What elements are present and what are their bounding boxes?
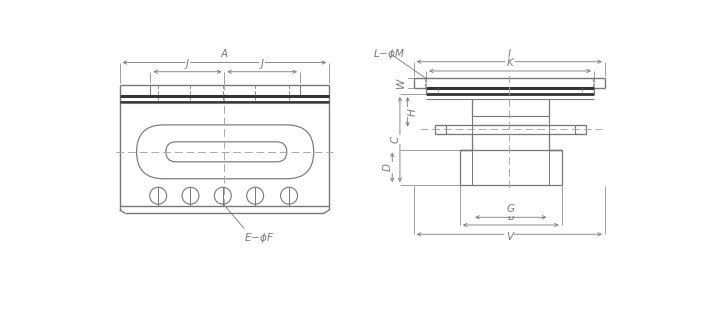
Text: C: C	[391, 136, 401, 143]
Text: J: J	[261, 59, 264, 69]
Text: D: D	[383, 163, 393, 171]
Text: A: A	[220, 50, 228, 60]
Text: K: K	[507, 58, 513, 68]
Text: H: H	[407, 108, 418, 116]
Text: E$-\phi$F: E$-\phi$F	[245, 231, 274, 245]
Text: W: W	[396, 78, 406, 88]
Text: G: G	[507, 204, 515, 214]
Text: J: J	[186, 59, 189, 69]
Text: I: I	[508, 49, 510, 59]
Text: B: B	[507, 212, 515, 222]
Text: V: V	[506, 232, 513, 242]
Text: L$-\phi$M: L$-\phi$M	[373, 47, 405, 61]
